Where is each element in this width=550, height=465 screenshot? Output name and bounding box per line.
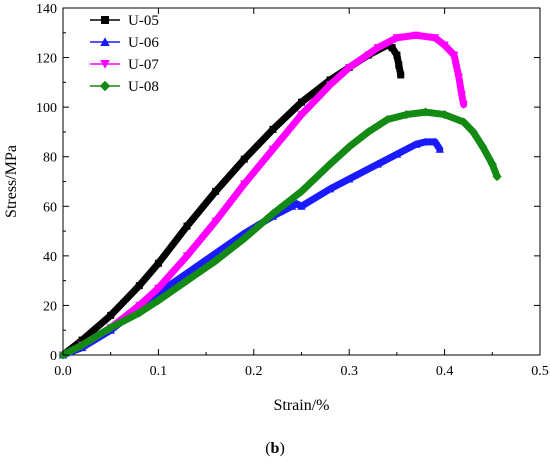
data-point-u-05 [78,336,86,344]
data-point-u-05 [393,51,401,59]
y-tick-label: 120 [36,52,57,67]
data-point-u-08 [296,186,307,196]
data-point-u-08 [268,209,278,219]
axes-layer: 0.0 0.1 0.2 0.3 0.4 0.5 0 20 40 60 80 100 120 140 [36,2,549,379]
legend: U-05 U-06 U-07 U-08 [90,13,159,95]
data-point-u-08 [487,159,497,169]
data-point-u-05 [183,222,191,230]
data-point-u-07 [440,41,449,50]
data-point-u-05 [212,187,220,195]
x-tick-label: 0.5 [531,364,549,379]
data-point-u-07 [392,34,402,42]
data-point-u-08 [420,107,431,117]
data-point-u-05 [154,259,162,267]
data-point-u-06 [392,150,402,158]
data-point-u-08 [344,142,354,152]
data-point-u-05 [135,282,143,290]
data-point-u-08 [492,171,502,182]
caption-label: b [270,440,280,457]
data-point-u-08 [153,295,163,306]
data-point-u-08 [134,308,144,318]
data-point-u-07 [268,145,278,154]
legend-label-u-08: U-08 [128,79,159,95]
y-tick-label: 0 [50,349,57,364]
data-point-u-06 [292,199,301,208]
data-point-u-05 [107,311,115,319]
data-point-u-06 [430,137,440,146]
data-point-u-08 [459,117,469,127]
data-point-u-07 [182,252,192,261]
data-point-u-07 [457,91,466,99]
legend-label-u-07: U-07 [128,57,159,73]
data-point-u-07 [459,101,468,109]
data-point-u-06 [373,159,383,168]
data-point-u-05 [388,44,396,52]
data-point-u-06 [421,137,430,146]
data-point-u-08 [325,159,335,169]
data-point-u-07 [449,51,459,60]
data-point-u-08 [478,142,488,152]
data-point-u-06 [182,269,192,277]
caption-open: ( [265,440,271,457]
data-point-u-07 [154,284,163,293]
data-point-u-07 [211,217,220,226]
x-axis-label: Strain/% [274,397,330,414]
data-point-u-05 [395,61,403,69]
series-layer [58,31,502,360]
x-tick-label: 0.1 [150,364,168,379]
legend-label-u-05: U-05 [128,13,159,29]
legend-label-u-06: U-06 [128,35,159,51]
data-point-u-07 [373,44,383,52]
x-tick-label: 0.4 [436,364,454,379]
y-tick-label: 20 [43,299,57,314]
caption-close: ) [279,440,285,457]
data-point-u-06 [411,140,421,148]
data-point-u-05 [269,125,277,133]
data-point-u-08 [440,110,450,120]
data-point-u-08 [239,233,249,244]
data-point-u-06 [435,145,445,153]
data-point-u-08 [211,256,221,266]
y-tick-label: 100 [36,101,57,116]
data-point-u-07 [411,31,421,40]
data-point-u-08 [77,340,87,350]
y-tick-label: 40 [43,250,57,265]
data-point-u-06 [345,174,354,183]
series-line-u-08 [59,108,501,359]
figure-caption: (b) [0,440,550,458]
data-point-u-07 [345,63,354,72]
data-point-u-05 [397,71,405,79]
data-point-u-06 [287,202,297,210]
data-point-u-07 [135,301,144,310]
legend-marker-u-05 [101,16,109,24]
x-tick-label: 0.0 [54,364,72,379]
data-point-u-08 [382,114,392,125]
x-tick-label: 0.2 [245,364,263,379]
stress-strain-chart: 0.0 0.1 0.2 0.3 0.4 0.5 0 20 40 60 80 100 120 140 U-0… [3,2,549,414]
data-point-u-07 [297,111,306,119]
data-point-u-08 [401,110,411,120]
data-point-u-05 [240,155,248,163]
data-point-u-08 [468,127,478,137]
data-point-u-08 [363,127,373,137]
legend-marker-u-07 [100,60,110,69]
data-point-u-07 [240,180,249,189]
data-point-u-05 [326,76,334,84]
series-u-08 [58,107,502,360]
y-tick-label: 140 [36,2,57,17]
y-tick-label: 80 [43,151,57,166]
data-point-u-08 [182,276,192,286]
legend-marker-u-06 [100,37,110,46]
data-point-u-07 [430,34,440,42]
legend-marker-u-08 [99,80,111,92]
data-point-u-06 [297,202,306,210]
y-axis-label: Stress/MPa [3,145,20,218]
data-point-u-08 [106,323,116,333]
data-point-u-07 [454,73,464,82]
data-point-u-06 [325,184,335,193]
data-point-u-05 [298,98,305,106]
y-tick-label: 60 [43,200,57,215]
x-tick-label: 0.3 [340,364,358,379]
data-point-u-07 [325,81,335,90]
